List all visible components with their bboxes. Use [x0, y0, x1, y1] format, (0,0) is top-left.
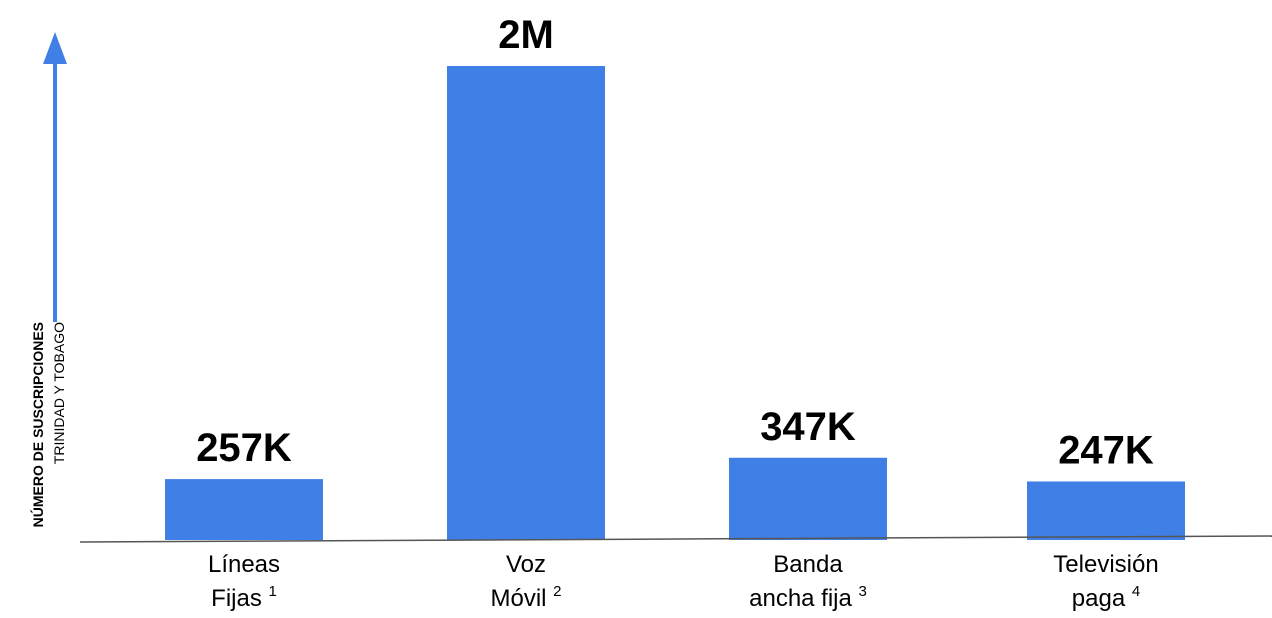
y-axis-title-sub: TRINIDAD Y TOBAGO	[51, 322, 67, 464]
category-note-2: 2	[553, 583, 561, 600]
category-label-2-line2: Móvil 2	[490, 583, 561, 612]
bar-4	[1027, 481, 1185, 540]
value-label-1: 257K	[196, 426, 292, 470]
category-note-4: 4	[1132, 583, 1140, 600]
y-axis-arrow-head	[43, 32, 67, 64]
y-axis: NÚMERO DE SUSCRIPCIONES TRINIDAD Y TOBAG…	[29, 32, 67, 527]
category-note-3: 3	[859, 583, 867, 600]
category-label-2-text: Móvil	[490, 585, 553, 612]
value-label-3: 347K	[760, 405, 856, 449]
category-label-3-text: ancha fija	[749, 585, 858, 612]
category-note-1: 1	[269, 583, 277, 600]
category-label-1-text: Fijas	[211, 585, 268, 612]
category-label-1-line1: Líneas	[208, 551, 280, 578]
y-axis-subtitle: TRINIDAD Y TOBAGO	[51, 322, 67, 464]
category-label-4-text: paga	[1072, 585, 1132, 612]
y-axis-title-main: NÚMERO DE SUSCRIPCIONES	[29, 322, 46, 527]
y-axis-title: NÚMERO DE SUSCRIPCIONES	[29, 322, 46, 527]
value-label-2: 2M	[498, 13, 554, 57]
category-label-1-line2: Fijas 1	[211, 583, 277, 612]
category-label-2-line1: Voz	[506, 551, 546, 578]
bar-1	[165, 479, 323, 540]
value-labels: 257K 2M 347K 247K	[196, 13, 1154, 472]
category-label-4-line2: paga 4	[1072, 583, 1140, 612]
value-label-4: 247K	[1058, 428, 1154, 472]
bar-3	[729, 457, 887, 540]
category-labels: Líneas Fijas 1 Voz Móvil 2 Banda ancha fija 3…	[208, 551, 1159, 612]
category-label-3-line2: ancha fija 3	[749, 583, 867, 612]
x-axis-baseline	[79, 535, 1272, 543]
bars	[165, 66, 1185, 540]
category-label-4-line1: Televisión	[1053, 551, 1158, 578]
bar-2	[447, 66, 605, 540]
category-label-3-line1: Banda	[773, 551, 843, 578]
